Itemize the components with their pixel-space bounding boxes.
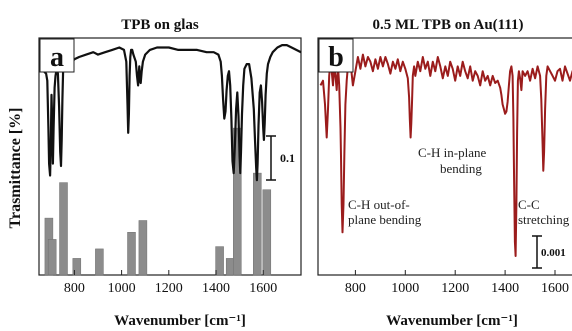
- reference-bar: [215, 246, 224, 276]
- reference-bar: [233, 127, 242, 276]
- x-tick-label: 1400: [491, 281, 519, 296]
- x-tick-label: 1600: [541, 281, 569, 296]
- x-tick-label: 1200: [441, 281, 469, 296]
- panel-a-x-axis-label: Wavenumber [cm⁻¹]: [114, 313, 246, 329]
- panel-a-scale-bar: [266, 135, 276, 181]
- x-tick-label: 800: [64, 281, 85, 296]
- panel-a-scale-bar-label: 0.1: [280, 151, 295, 165]
- annotation-cc-stretching: C-C stretching: [518, 197, 570, 227]
- annotation-ch-out-of-plane: C-H out-of- plane bending: [348, 197, 422, 227]
- x-tick-label: 1600: [249, 281, 277, 296]
- panel-b-title: 0.5 ML TPB on Au(111): [372, 17, 523, 33]
- panel-a-spectrum-line: [41, 44, 302, 182]
- reference-bar: [59, 182, 68, 276]
- panel-a: TPB on glas a 0.1 800 1000 1200 1400 1600 Wa…: [38, 17, 302, 329]
- reference-bar: [262, 189, 272, 276]
- reference-bar: [47, 239, 57, 276]
- panel-a-bars: [44, 127, 272, 276]
- reference-bar: [225, 258, 235, 276]
- panel-a-x-ticks: 800 1000 1200 1400 1600: [64, 270, 277, 296]
- panel-b-frame: [317, 37, 572, 276]
- panel-a-letter: a: [50, 42, 64, 73]
- reference-bar: [138, 220, 148, 276]
- panel-a-frame: [38, 37, 302, 276]
- y-axis-label: Trasmittance [%]: [7, 108, 24, 229]
- annotation-ch-in-plane: C-H in-plane bending: [418, 145, 489, 176]
- panel-a-title: TPB on glas: [121, 17, 199, 33]
- x-tick-label: 1200: [155, 281, 183, 296]
- reference-bar: [72, 258, 82, 276]
- panel-b: 0.5 ML TPB on Au(111) b C-H in-plane ben…: [317, 17, 572, 329]
- panel-b-scale-bar: [532, 235, 542, 269]
- x-tick-label: 1400: [202, 281, 230, 296]
- panel-b-x-ticks: 800 1000 1200 1400 1600: [345, 270, 569, 296]
- panel-b-x-axis-label: Wavenumber [cm⁻¹]: [386, 313, 518, 329]
- x-tick-label: 1000: [391, 281, 419, 296]
- panel-b-scale-bar-label: 0.001: [541, 247, 566, 259]
- reference-bar: [127, 232, 136, 276]
- panel-a-letter-box: [39, 38, 75, 73]
- panel-b-letter: b: [328, 42, 344, 73]
- x-tick-label: 1000: [108, 281, 136, 296]
- x-tick-label: 800: [345, 281, 366, 296]
- reference-bar: [253, 172, 262, 276]
- panel-b-letter-box: [318, 38, 354, 73]
- reference-bar: [95, 248, 104, 276]
